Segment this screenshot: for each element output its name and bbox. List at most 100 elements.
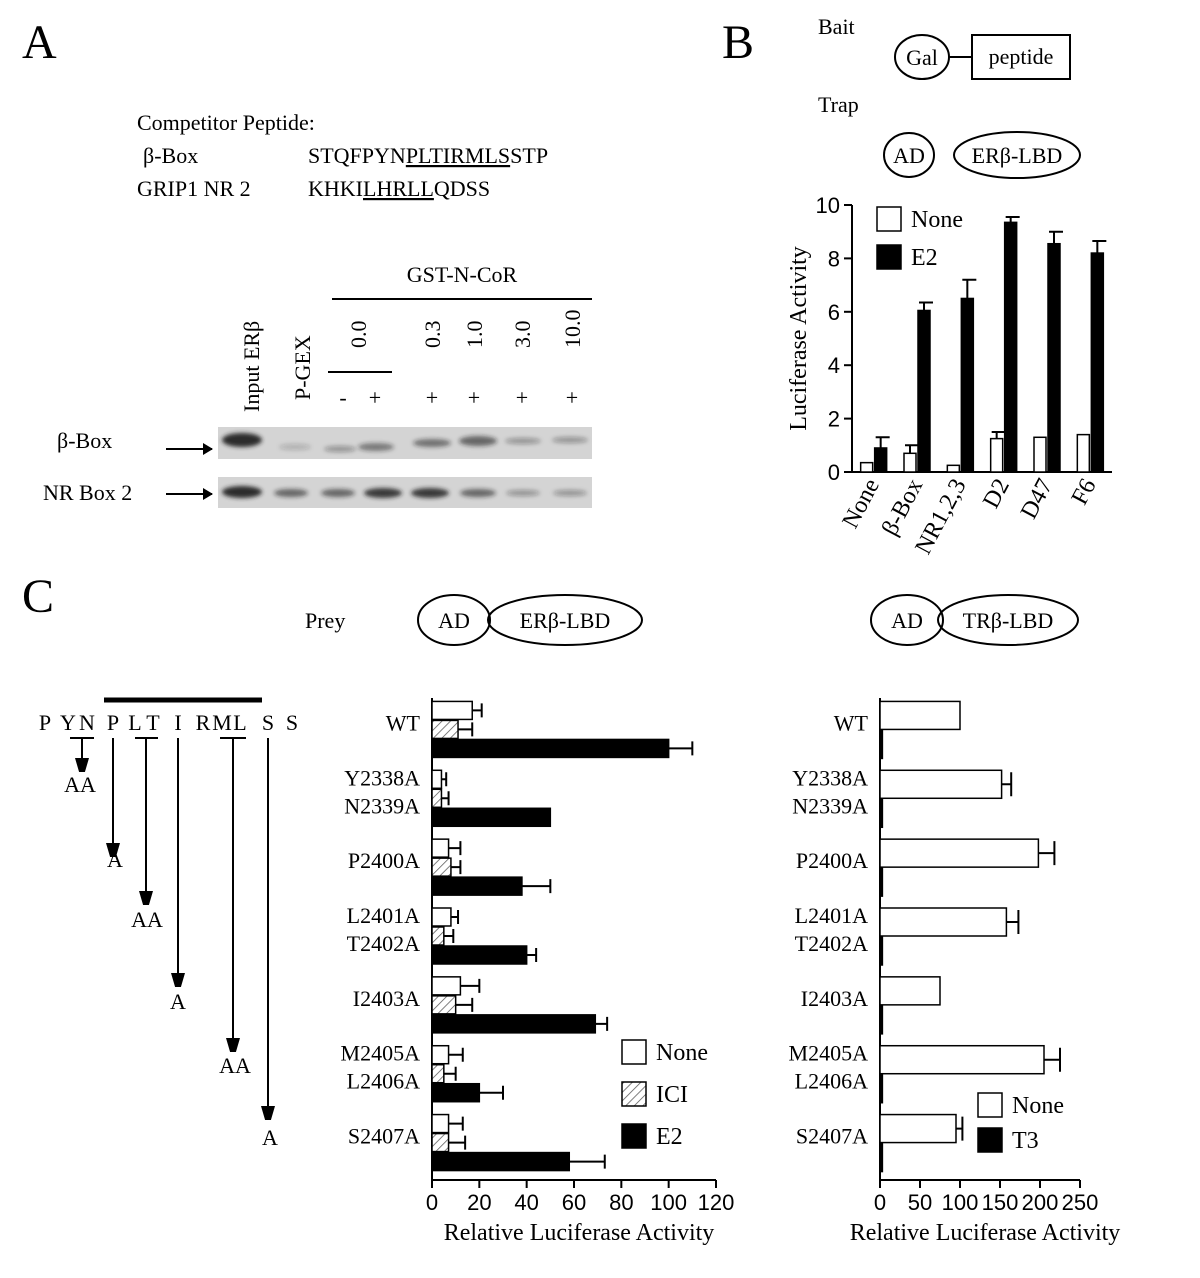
domain-label: AD [893,143,925,168]
residue: S [286,710,298,735]
bar [431,1113,450,1134]
legend-swatch [977,1127,1003,1153]
bar [879,1142,884,1173]
concentration: 10.0 [560,310,585,349]
bar [431,807,552,828]
x-tick-label: 0 [874,1190,886,1215]
x-tick-label: 200 [1022,1190,1059,1215]
y-tick-label: L2406A [795,1069,868,1094]
residue: P [39,710,51,735]
y-tick-label: Y2338A [792,765,868,790]
x-tick-label: 120 [698,1190,735,1215]
domain [417,594,491,646]
bar [879,838,1040,868]
y-tick-label: S2407A [796,1124,868,1149]
sign: - [339,385,346,410]
peptide-name: GRIP1 NR 2 [137,176,251,201]
gel [218,427,592,508]
sign: + [566,385,578,410]
seq: STQFPYN [308,143,406,168]
bar [431,976,462,996]
mutation: AA [219,1053,251,1078]
bar [1090,252,1105,473]
lane-label: P-GEX [290,335,315,400]
panel-label: C [22,570,54,623]
domain-label: AD [438,608,470,633]
residue: M [212,710,232,735]
mutation: AA [131,907,163,932]
y-tick-label: 10 [816,193,840,218]
x-tick-label: 40 [514,1190,538,1215]
domain-label: AD [891,608,923,633]
bar [431,907,452,927]
x-tick-label: 100 [942,1190,979,1215]
domain [883,132,935,178]
x-tick-label: 0 [426,1190,438,1215]
residue: P [107,710,119,735]
mutation: AA [64,772,96,797]
y-tick-label: WT [834,710,869,735]
y-tick-label: L2401A [795,903,868,928]
bar [960,297,975,473]
concentration: 1.0 [462,321,487,349]
error-bar [450,910,460,924]
sign: + [369,385,381,410]
error-bar [1006,910,1020,934]
error-bar [595,1016,609,1031]
seq-motif: PLTIRMLS [406,143,510,168]
y-tick-label: M2405A [789,1041,869,1066]
panel-label: A [22,16,57,69]
bar [879,867,884,897]
mutation: A [262,1125,278,1150]
mutation: A [170,989,186,1014]
legend-swatch [621,1039,647,1065]
error-bar [458,722,474,737]
error-bar [1049,230,1063,244]
y-tick-label: T2402A [347,931,420,956]
legend-swatch [621,1081,647,1107]
y-tick-label: T2402A [795,931,868,956]
y-tick-label: I2403A [801,986,868,1011]
domain-label: ERβ-LBD [520,608,611,633]
legend-label: T3 [1012,1128,1039,1154]
residue: R [196,710,211,735]
seq-motif: LHRLL [363,176,434,201]
error-bar [875,436,890,448]
bar [431,719,459,740]
bar [879,907,1008,937]
legend-label: None [911,207,963,233]
y-tick-label: N2339A [344,793,420,818]
y-tick-label: L2406A [347,1069,420,1094]
y-tick-label: 2 [828,407,840,432]
domain-label: peptide [989,44,1054,69]
bar [1076,433,1091,473]
error-bar [1005,216,1020,223]
bar [1047,242,1061,473]
seq: KHKI [308,176,363,201]
y-axis-label: Luciferase Activity [786,246,812,431]
x-axis-label: Relative Luciferase Activity [444,1220,715,1246]
bar [946,464,961,473]
domain [937,594,1079,646]
sign: + [516,385,528,410]
bar [431,700,473,721]
y-tick-label: 0 [828,460,840,485]
trap-label: Trap [818,92,859,117]
row-label: β-Box [57,428,112,453]
bar [879,1005,884,1035]
legend-label: E2 [911,245,938,271]
bar [1003,221,1018,473]
y-tick-label: I2403A [353,986,420,1011]
error-bar [448,1116,464,1131]
y-tick-label: Y2338A [344,765,420,790]
legend-label: None [656,1040,708,1066]
domain-label: TRβ-LBD [963,608,1054,633]
x-tick-label: 100 [650,1190,687,1215]
x-tick-label: 80 [609,1190,633,1215]
bar [431,788,443,809]
error-bar [905,444,919,454]
residue: N [79,710,95,735]
y-tick-label: 8 [828,246,840,271]
x-axis-label: Relative Luciferase Activity [850,1220,1121,1246]
